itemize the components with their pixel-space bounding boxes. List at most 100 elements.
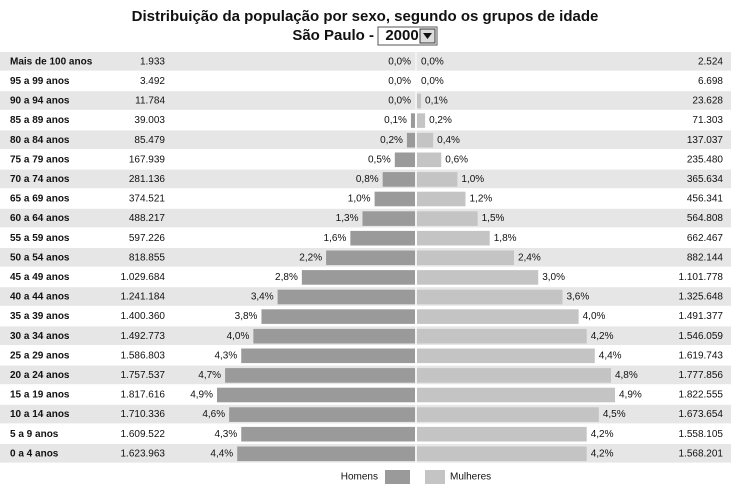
bar bbox=[417, 172, 458, 187]
value-label: 0,1% bbox=[425, 96, 448, 107]
row-label: Mais de 100 anos bbox=[10, 56, 93, 67]
bar bbox=[417, 309, 579, 324]
bar bbox=[225, 368, 415, 383]
bar bbox=[417, 446, 587, 462]
value-label: 2,8% bbox=[275, 272, 298, 283]
value-label: 0,4% bbox=[437, 135, 460, 146]
count: 374.521 bbox=[129, 194, 166, 205]
value-label: 1,0% bbox=[461, 174, 484, 185]
value-label: 0,2% bbox=[429, 115, 452, 126]
bar bbox=[417, 211, 478, 226]
legend-label: Homens bbox=[341, 472, 378, 483]
value-label: 0,0% bbox=[388, 96, 411, 107]
value-label: 3,8% bbox=[235, 311, 258, 322]
row-label: 50 a 54 anos bbox=[10, 252, 70, 263]
row-band bbox=[0, 169, 731, 189]
row-label: 70 a 74 anos bbox=[10, 174, 70, 185]
count: 235.480 bbox=[687, 154, 724, 165]
bar bbox=[417, 250, 514, 266]
row-label: 60 a 64 anos bbox=[10, 213, 70, 224]
count: 1.777.856 bbox=[679, 370, 724, 381]
row-label: 85 a 89 anos bbox=[10, 115, 70, 126]
value-label: 4,4% bbox=[210, 448, 233, 459]
chart-subtitle: São Paulo - bbox=[292, 27, 374, 44]
count: 818.855 bbox=[129, 252, 166, 263]
value-label: 4,3% bbox=[214, 429, 237, 440]
count: 1.492.773 bbox=[121, 331, 166, 342]
count: 1.822.555 bbox=[679, 390, 724, 401]
count: 11.784 bbox=[135, 96, 165, 107]
bar bbox=[301, 270, 415, 285]
bar bbox=[261, 309, 415, 324]
count: 1.325.648 bbox=[679, 292, 724, 303]
bar bbox=[417, 132, 434, 148]
row-label: 0 a 4 anos bbox=[10, 448, 59, 459]
count: 1.029.684 bbox=[121, 272, 166, 283]
value-label: 4,9% bbox=[190, 390, 213, 401]
row-label: 30 a 34 anos bbox=[10, 331, 70, 342]
count: 1.101.778 bbox=[679, 272, 724, 283]
count: 1.546.059 bbox=[679, 331, 724, 342]
bar bbox=[417, 152, 442, 168]
bar bbox=[229, 407, 415, 422]
value-label: 0,8% bbox=[356, 174, 379, 185]
bar bbox=[417, 348, 595, 364]
count: 365.634 bbox=[687, 174, 724, 185]
value-label: 1,2% bbox=[469, 194, 492, 205]
value-label: 1,0% bbox=[348, 194, 371, 205]
count: 23.628 bbox=[692, 96, 723, 107]
value-label: 4,4% bbox=[599, 350, 622, 361]
bar bbox=[350, 230, 415, 246]
count: 1.623.963 bbox=[121, 448, 166, 459]
value-label: 1,8% bbox=[494, 233, 517, 244]
year-select[interactable]: 2000 bbox=[377, 26, 438, 46]
bar bbox=[394, 152, 415, 168]
bar bbox=[417, 270, 539, 285]
value-label: 0,0% bbox=[421, 56, 444, 67]
row-label: 45 a 49 anos bbox=[10, 272, 70, 283]
row-band bbox=[0, 130, 731, 149]
value-label: 3,6% bbox=[566, 292, 589, 303]
value-label: 0,6% bbox=[445, 154, 468, 165]
bar bbox=[410, 113, 415, 128]
count: 39.003 bbox=[134, 115, 165, 126]
value-label: 4,5% bbox=[603, 409, 626, 420]
row-label: 20 a 24 anos bbox=[10, 370, 70, 381]
count: 1.673.654 bbox=[679, 409, 724, 420]
legend-label: Mulheres bbox=[450, 472, 491, 483]
count: 1.558.105 bbox=[679, 429, 724, 440]
value-label: 0,1% bbox=[384, 115, 407, 126]
row-label: 5 a 9 anos bbox=[10, 429, 59, 440]
count: 456.341 bbox=[687, 194, 724, 205]
row-label: 25 a 29 anos bbox=[10, 350, 70, 361]
bar bbox=[237, 446, 415, 462]
count: 6.698 bbox=[698, 76, 723, 87]
count: 488.217 bbox=[129, 213, 166, 224]
bar bbox=[417, 387, 615, 403]
row-label: 95 a 99 anos bbox=[10, 76, 70, 87]
value-label: 1,3% bbox=[336, 213, 359, 224]
bar bbox=[406, 132, 415, 148]
row-label: 80 a 84 anos bbox=[10, 135, 70, 146]
value-label: 0,0% bbox=[421, 76, 444, 87]
bar bbox=[241, 348, 415, 364]
row-label: 55 a 59 anos bbox=[10, 233, 70, 244]
count: 1.400.360 bbox=[121, 311, 166, 322]
value-label: 1,6% bbox=[324, 233, 347, 244]
bar bbox=[417, 368, 611, 383]
value-label: 0,5% bbox=[368, 154, 391, 165]
row-band bbox=[0, 91, 731, 110]
count: 281.136 bbox=[129, 174, 166, 185]
value-label: 4,3% bbox=[214, 350, 237, 361]
bar bbox=[374, 191, 415, 207]
bar bbox=[277, 289, 415, 305]
row-label: 15 a 19 anos bbox=[10, 390, 70, 401]
count: 1.757.537 bbox=[121, 370, 166, 381]
value-label: 4,8% bbox=[615, 370, 638, 381]
count: 137.037 bbox=[687, 135, 724, 146]
row-label: 75 a 79 anos bbox=[10, 154, 70, 165]
select-value[interactable]: 2000 bbox=[385, 27, 418, 44]
count: 71.303 bbox=[692, 115, 723, 126]
value-label: 4,2% bbox=[591, 429, 614, 440]
